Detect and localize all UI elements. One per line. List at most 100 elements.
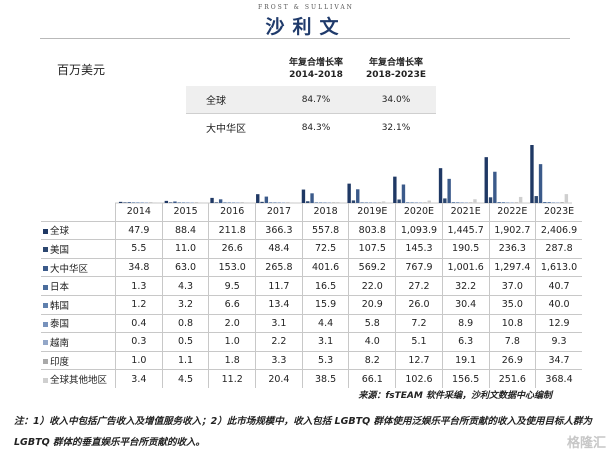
series-label: 大中华区 [41, 257, 116, 277]
series-name: 越南 [50, 337, 70, 349]
cagr-header-2-line2: 2018-2023E [366, 70, 426, 80]
series-name: 美国 [50, 244, 70, 256]
tick-label: 2019E [348, 203, 396, 222]
series-name: 韩国 [50, 300, 70, 312]
bar [556, 202, 560, 203]
data-label: 47.9 [115, 220, 163, 240]
brand-name-en: FROST & SULLIVAN [258, 4, 354, 11]
data-label: 1,445.7 [441, 220, 489, 240]
bar [290, 202, 294, 203]
bar [473, 199, 477, 203]
data-label: 3.3 [255, 350, 303, 370]
bar [464, 202, 469, 203]
data-label: 20.4 [255, 369, 303, 388]
bar [277, 202, 281, 203]
data-label: 19.1 [441, 350, 489, 370]
bar [223, 202, 227, 203]
series-label: 越南 [41, 332, 116, 352]
bar [393, 176, 397, 203]
data-label: 11.2 [208, 369, 256, 388]
data-label: 22.0 [348, 276, 396, 296]
data-label: 7.2 [395, 313, 443, 333]
bar [564, 194, 569, 203]
bar [227, 202, 231, 203]
cagr-value: 34.0% [356, 86, 436, 114]
bar [181, 202, 186, 203]
series-name: 泰国 [50, 319, 70, 331]
bar [194, 202, 199, 203]
bar [131, 202, 136, 203]
data-label: 40.7 [535, 276, 582, 296]
brand-name-cn: 沙利文 [265, 16, 347, 38]
data-label: 26.0 [395, 294, 443, 315]
bar [123, 202, 127, 203]
tick-label: 2020E [395, 203, 443, 222]
table-row: 全球 47.9 88.4 211.8 366.3 557.8 803.8 1,093.9 1,4… [41, 220, 582, 240]
data-label: 26.6 [208, 239, 256, 259]
series-name: 大中华区 [50, 263, 89, 275]
data-label: 265.8 [255, 257, 303, 277]
cagr-header-1: 年复合增长率 2014-2018 [276, 52, 356, 86]
cagr-header-2-line1: 年复合增长率 [368, 58, 423, 68]
bar [301, 189, 306, 203]
tick-label: 2015 [161, 203, 209, 222]
cagr-value: 32.1% [381, 122, 411, 133]
bar [497, 202, 501, 203]
bar [401, 184, 406, 203]
bar [356, 189, 360, 203]
tick-label: 2022E [488, 203, 536, 222]
table-row: 越南 0.3 0.5 1.0 2.2 3.1 4.0 5.1 6.3 7.8 9.3 [41, 332, 582, 352]
data-label: 153.0 [208, 257, 256, 277]
bar [530, 145, 534, 203]
bar [318, 202, 323, 203]
bar [164, 200, 169, 203]
series-name: 日本 [50, 282, 70, 294]
cagr-header-1-line2: 2014-2018 [289, 70, 343, 80]
series-label: 日本 [41, 276, 116, 296]
bar [323, 202, 327, 203]
bar [493, 171, 497, 203]
legend-swatch [43, 228, 48, 234]
bar [306, 201, 310, 203]
bar [199, 202, 203, 203]
bar-chart [115, 145, 572, 204]
bar [136, 202, 140, 203]
data-label: 16.5 [301, 276, 349, 296]
data-label: 1.8 [208, 350, 256, 370]
series-label: 印度 [41, 350, 116, 370]
table-row: 日本 1.3 4.3 9.5 11.7 16.5 22.0 27.2 32.2 37.0 40.7 [41, 276, 582, 296]
data-label: 1,902.7 [488, 220, 536, 240]
data-label: 803.8 [348, 220, 396, 240]
data-label: 1.1 [161, 350, 209, 370]
data-label: 32.2 [441, 276, 489, 296]
data-label: 12.7 [395, 350, 443, 370]
data-label: 4.4 [301, 313, 349, 333]
data-label: 0.3 [115, 332, 163, 352]
data-label: 3.1 [255, 313, 303, 333]
bar [373, 202, 377, 203]
data-label: 9.3 [535, 332, 582, 352]
data-label: 8.2 [348, 350, 396, 370]
bar [347, 183, 351, 203]
table-corner-cell [41, 203, 116, 221]
data-label: 0.8 [161, 313, 209, 333]
data-label: 2.2 [255, 332, 303, 352]
data-label: 569.2 [348, 257, 396, 277]
data-label: 1.3 [115, 276, 163, 296]
bar [514, 202, 519, 203]
bar [268, 202, 273, 203]
data-label: 1,613.0 [535, 257, 582, 277]
data-label: 37.0 [488, 276, 536, 296]
legend-swatch [43, 266, 48, 272]
table-row: 韩国 1.2 3.2 6.6 13.4 15.9 20.9 26.0 30.4 35.0 40.0 [41, 294, 582, 315]
data-label: 30.4 [441, 294, 489, 315]
data-label: 156.5 [441, 369, 489, 388]
data-label: 88.4 [161, 220, 209, 240]
table-row: 印度 1.0 1.1 1.8 3.3 5.3 8.2 12.7 19.1 26.9 34.7 [41, 350, 582, 370]
bar [190, 202, 194, 203]
bar [127, 202, 131, 203]
data-label: 34.7 [535, 350, 582, 370]
data-label: 6.3 [441, 332, 489, 352]
tick-label: 2014 [115, 203, 163, 222]
data-label: 107.5 [348, 239, 396, 259]
